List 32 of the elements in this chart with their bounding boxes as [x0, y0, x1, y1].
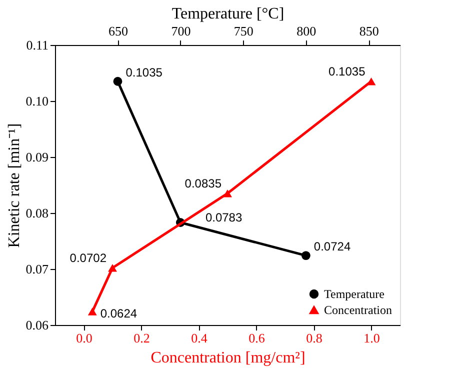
- x2-tick-label: 700: [171, 24, 191, 38]
- data-label: 0.0783: [205, 210, 242, 225]
- y-tick-label: 0.10: [26, 94, 48, 108]
- x-tick-label: 0.0: [76, 330, 92, 346]
- data-label: 0.0835: [184, 176, 222, 190]
- point: [88, 308, 97, 316]
- data-label: 0.1035: [328, 64, 366, 78]
- x-tick-label: 0.8: [306, 330, 322, 346]
- y-axis-title: Kinetic rate [min⁻¹]: [6, 123, 23, 248]
- point: [108, 264, 117, 272]
- data-label: 0.0724: [314, 240, 351, 254]
- x-tick-label: 0.2: [134, 330, 150, 346]
- legend-label: Concentration: [324, 303, 392, 317]
- x-axis-title: Concentration [mg/cm²]: [150, 350, 306, 366]
- x2-tick-label: 850: [359, 24, 379, 38]
- x-tick-label: 0.4: [191, 330, 208, 346]
- y-tick-label: 0.11: [26, 38, 48, 52]
- point: [223, 190, 232, 198]
- data-label: 0.0624: [100, 306, 138, 321]
- legend-label: Temperature: [324, 287, 384, 301]
- x2-axis-title: Temperature [°C]: [172, 6, 284, 22]
- y-tick-label: 0.09: [26, 150, 48, 164]
- data-label: 0.1035: [126, 65, 163, 80]
- data-label: 0.0702: [70, 250, 107, 265]
- x2-tick-label: 650: [108, 24, 128, 38]
- y-tick-label: 0.06: [26, 318, 49, 332]
- x2-tick-label: 750: [234, 24, 254, 38]
- x2-tick-label: 800: [296, 24, 316, 38]
- x-tick-label: 0.6: [248, 330, 266, 346]
- x-tick-label: 1.0: [364, 330, 380, 346]
- y-tick-label: 0.08: [26, 206, 48, 220]
- y-tick-label: 0.07: [26, 262, 49, 276]
